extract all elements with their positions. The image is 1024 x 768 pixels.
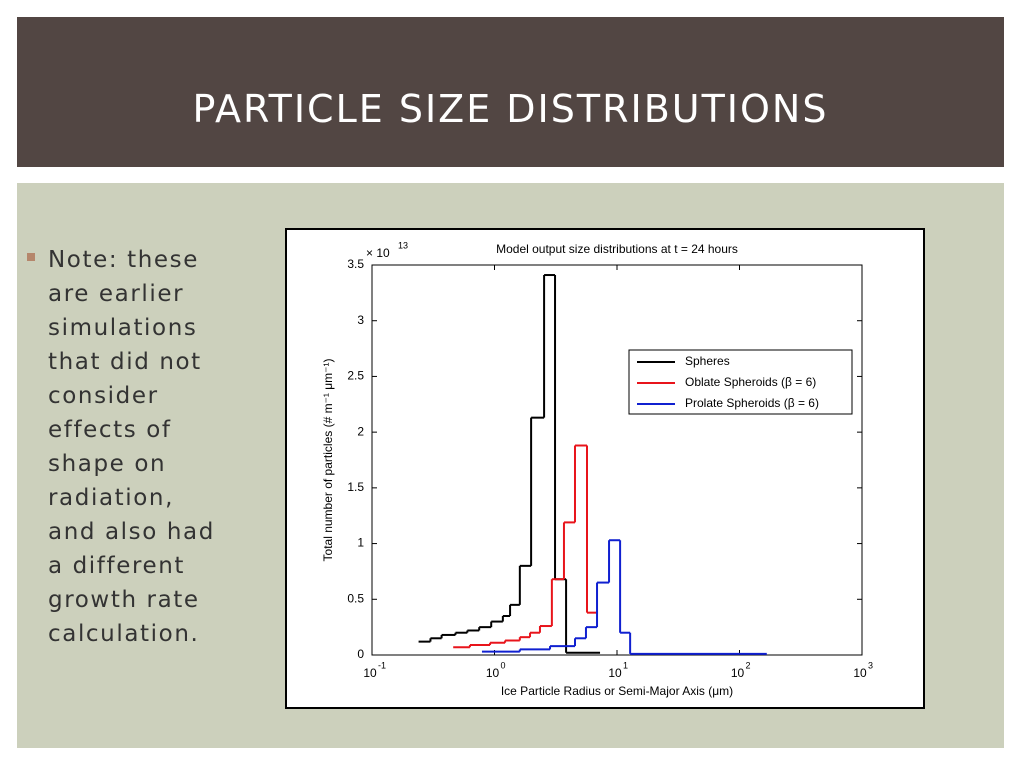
bullet-line: Note: these [48, 247, 199, 273]
x-tick-label: 10 [608, 666, 622, 680]
series [481, 539, 767, 655]
x-tick-label: 10 [363, 666, 377, 680]
x-tick-label: 10 [731, 666, 745, 680]
chart: Model output size distributions at t = 2… [285, 228, 925, 709]
y-tick-label: 3 [357, 313, 364, 327]
x-axis-label: Ice Particle Radius or Semi-Major Axis (… [501, 684, 733, 698]
bullet-line: that did not [48, 349, 202, 375]
bullet-line: a different [48, 553, 186, 579]
legend-label: Spheres [685, 354, 730, 368]
x-tick-label: 10 [853, 666, 867, 680]
slide-title: PARTICLE SIZE DISTRIBUTIONS [192, 87, 829, 131]
bullet-line: and also had [48, 519, 215, 545]
bullet-line: radiation, [48, 485, 175, 511]
y-tick-label: 1 [357, 536, 364, 550]
y-tick-label: 3.5 [347, 257, 364, 271]
legend-label: Oblate Spheroids (β = 6) [685, 375, 816, 389]
y-tick-label: 2 [357, 424, 364, 438]
y-scale-label: × 10 [366, 246, 390, 260]
y-tick-label: 1.5 [347, 480, 364, 494]
x-tick-exponent: 2 [746, 660, 751, 670]
series [418, 274, 601, 654]
bullet-line: growth rate [48, 587, 200, 613]
x-tick-exponent: 0 [501, 660, 506, 670]
y-tick-label: 0 [357, 647, 364, 661]
bullet-line: are earlier [48, 281, 185, 307]
y-tick-label: 0.5 [347, 591, 364, 605]
header: PARTICLE SIZE DISTRIBUTIONS [17, 17, 1004, 167]
x-tick-label: 10 [486, 666, 500, 680]
y-scale-exponent: 13 [398, 240, 408, 250]
chart-title: Model output size distributions at t = 2… [496, 242, 738, 256]
legend-label: Prolate Spheroids (β = 6) [685, 396, 819, 410]
bullet-line: simulations [48, 315, 198, 341]
series [453, 444, 599, 649]
bullet-line: calculation. [48, 621, 200, 647]
plot-area [371, 264, 863, 656]
bullet-line: consider [48, 383, 159, 409]
x-tick-exponent: 3 [868, 660, 873, 670]
bullet-text: Note: these are earlier simulations that di… [48, 243, 215, 651]
bullet-line: effects of [48, 417, 172, 443]
x-tick-exponent: 1 [623, 660, 628, 670]
bullet-line: shape on [48, 451, 167, 477]
bullet-marker [27, 253, 35, 261]
y-axis-label: Total number of particles (# m⁻¹ μm⁻¹) [321, 359, 335, 562]
x-tick-exponent: -1 [378, 660, 386, 670]
y-tick-label: 2.5 [347, 369, 364, 383]
